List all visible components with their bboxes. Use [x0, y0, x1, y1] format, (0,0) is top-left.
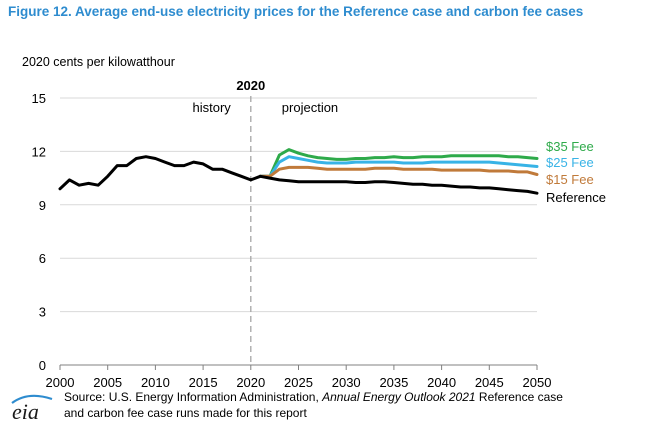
figure-title: Figure 12. Average end-use electricity p… — [8, 4, 584, 19]
y-axis-label: 2020 cents per kilowatthour — [22, 55, 175, 69]
x-tick-label-2030: 2030 — [332, 375, 361, 390]
x-tick-label-2035: 2035 — [379, 375, 408, 390]
y-tick-label-12: 12 — [32, 144, 46, 159]
projection-label: projection — [282, 100, 338, 115]
y-tick-label-3: 3 — [39, 305, 46, 320]
series-line-15-fee — [258, 165, 539, 178]
series-label-25-fee: $25 Fee — [546, 155, 594, 170]
source-prefix: Source: U.S. Energy Information Administ… — [64, 390, 323, 404]
series-label-35-fee: $35 Fee — [546, 139, 594, 154]
source-line-2: and carbon fee case runs made for this r… — [64, 406, 307, 420]
eia-logo-text: eia — [12, 399, 39, 423]
series-label-15-fee: $15 Fee — [546, 172, 594, 187]
x-tick-label-2015: 2015 — [189, 375, 218, 390]
series-line-25-fee — [258, 155, 539, 178]
x-tick-label-2005: 2005 — [93, 375, 122, 390]
x-tick-label-2010: 2010 — [141, 375, 170, 390]
eia-logo: eia — [8, 393, 60, 428]
x-tick-label-2020: 2020 — [236, 375, 265, 390]
source-note: Source: U.S. Energy Information Administ… — [64, 389, 644, 421]
source-suffix: Reference case — [475, 390, 563, 404]
series-line-35-fee — [258, 148, 539, 178]
y-tick-label-6: 6 — [39, 251, 46, 266]
x-tick-label-2050: 2050 — [523, 375, 552, 390]
series-label-reference: Reference — [546, 190, 606, 205]
history-label: history — [193, 100, 232, 115]
x-tick-label-2000: 2000 — [46, 375, 75, 390]
x-tick-label-2040: 2040 — [427, 375, 456, 390]
x-tick-label-2045: 2045 — [475, 375, 504, 390]
x-tick-label-2025: 2025 — [284, 375, 313, 390]
y-tick-label-9: 9 — [39, 198, 46, 213]
series-line-reference — [58, 155, 539, 195]
source-publication: Annual Energy Outlook 2021 — [322, 390, 476, 404]
divider-year-label: 2020 — [236, 78, 265, 93]
y-tick-label-0: 0 — [39, 358, 46, 373]
y-tick-label-15: 15 — [32, 91, 46, 106]
